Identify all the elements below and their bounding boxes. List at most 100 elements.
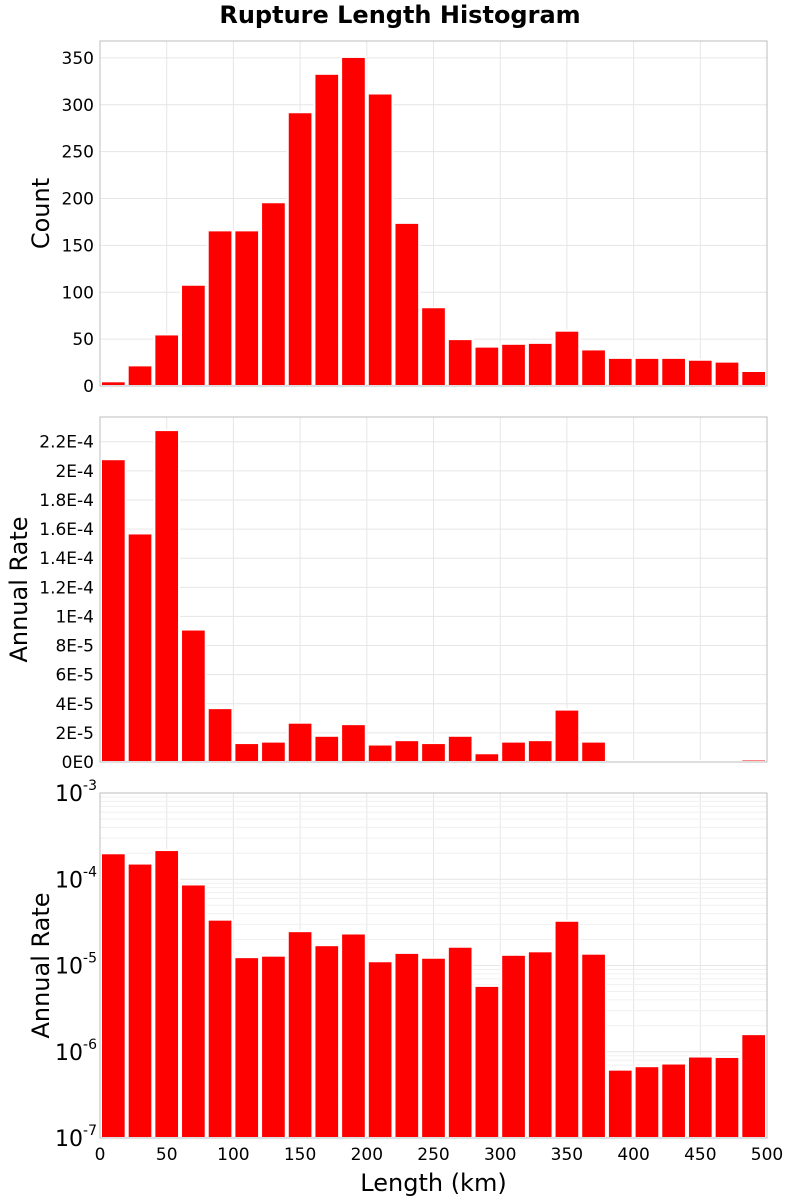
bar [206, 707, 234, 763]
y-tick-label: 300 [62, 96, 94, 116]
x-tick-label: 100 [217, 1145, 249, 1165]
bar [180, 883, 207, 1140]
y-tick-label: 0 [83, 377, 94, 397]
bar [553, 919, 581, 1140]
bar [153, 333, 181, 387]
y-tick-label: 4E-5 [55, 695, 94, 715]
x-tick-label: 50 [156, 1145, 178, 1165]
bar [260, 954, 287, 1139]
bar [180, 283, 207, 387]
y-tick-label: 250 [62, 143, 94, 163]
panel-annual-rate-log: 10-7 10-6 10-5 10-4 10-3 Annual Rate 0 50 100 150… [27, 778, 783, 1197]
bar [260, 740, 287, 763]
plot-frame [99, 40, 768, 387]
bar [100, 380, 127, 387]
x-tick-label: 0 [95, 1145, 106, 1165]
y-tick-label: 10-4 [55, 864, 97, 893]
y-tick-label: 1.6E-4 [39, 520, 94, 540]
bar [313, 944, 341, 1139]
bar [500, 342, 527, 387]
bar [100, 458, 127, 763]
bar [366, 92, 394, 387]
chart-title: Rupture Length Histogram [219, 1, 580, 29]
y-tick-label: 10-5 [55, 951, 97, 980]
y-tick-label: 350 [62, 49, 94, 69]
bar [180, 628, 207, 763]
x-tick-label: 150 [284, 1145, 316, 1165]
plot-frame [99, 416, 768, 763]
bar [740, 370, 768, 387]
bar [420, 306, 447, 387]
bar [206, 229, 234, 387]
bar [126, 532, 154, 763]
y-axis-label: Count [27, 178, 55, 249]
bar [500, 953, 527, 1140]
bar [633, 356, 661, 387]
bar [446, 338, 474, 387]
bar [500, 740, 527, 763]
bar [713, 1055, 741, 1139]
bar [233, 742, 261, 763]
bar [340, 723, 367, 764]
y-tick-label: 150 [62, 236, 94, 256]
bar [286, 930, 314, 1139]
bar [126, 364, 154, 387]
bar [206, 918, 234, 1140]
y-tick-label: 1.8E-4 [39, 491, 94, 511]
bar [393, 739, 421, 763]
bar [340, 932, 367, 1140]
y-tick-label: 0E0 [62, 753, 94, 773]
bar [286, 111, 314, 387]
bar [633, 1065, 661, 1140]
y-tick-label: 50 [72, 330, 94, 350]
x-axis-label: Length (km) [360, 1169, 506, 1197]
bar [393, 221, 421, 387]
bar [393, 951, 421, 1140]
bar [313, 734, 341, 764]
panel-count-histogram: 0 50 100 150 200 250 300 350 Count [27, 40, 768, 397]
bar [686, 1055, 714, 1139]
bar [233, 956, 261, 1140]
x-tick-label: 250 [417, 1145, 449, 1165]
y-tick-label: 100 [62, 283, 94, 303]
bar [606, 356, 634, 387]
y-tick-label: 2.2E-4 [39, 433, 94, 453]
bar [473, 345, 501, 387]
y-tick-label: 2E-5 [55, 724, 94, 744]
bar [606, 1068, 634, 1140]
bar [473, 752, 501, 763]
bar [553, 329, 581, 387]
y-tick-label: 8E-5 [55, 637, 94, 657]
bar [526, 341, 554, 387]
bar [260, 201, 287, 387]
bar [366, 743, 394, 763]
bar [580, 348, 607, 387]
bar [153, 849, 181, 1139]
y-tick-label: 1.4E-4 [39, 549, 94, 569]
y-tick-label: 1E-4 [55, 607, 94, 627]
y-axis-label: Annual Rate [27, 892, 55, 1038]
bar [660, 1062, 687, 1140]
bar [713, 360, 741, 387]
y-tick-label: 10-3 [55, 778, 97, 807]
y-tick-label: 2E-4 [55, 462, 94, 482]
bar [580, 740, 607, 763]
panel-annual-rate-linear: 0E0 2E-5 4E-5 6E-5 8E-5 1E-4 1.2E-4 1.4E-4 1.6E-… [5, 416, 768, 773]
x-tick-label: 450 [684, 1145, 716, 1165]
bar [153, 429, 181, 763]
y-axis-label: Annual Rate [5, 516, 33, 662]
bar [473, 984, 501, 1140]
bar [126, 862, 154, 1139]
plot-frame [99, 792, 768, 1139]
bar [366, 960, 394, 1139]
bar [233, 229, 261, 387]
bar [313, 72, 341, 387]
x-tick-label: 350 [551, 1145, 583, 1165]
bar [100, 852, 127, 1139]
y-tick-label: 10-7 [55, 1123, 97, 1152]
bar [526, 950, 554, 1140]
y-tick-label: 6E-5 [55, 666, 94, 686]
bar [420, 956, 447, 1139]
bar [446, 945, 474, 1139]
